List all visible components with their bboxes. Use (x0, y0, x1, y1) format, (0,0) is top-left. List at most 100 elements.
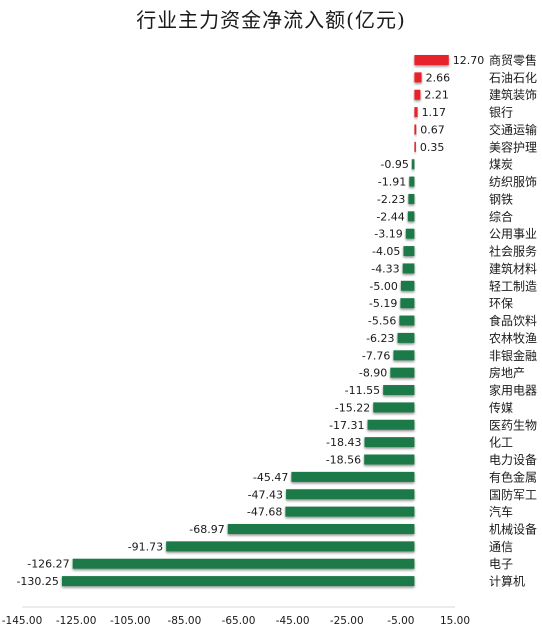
x-tick-label: -65.00 (222, 615, 256, 627)
bar-汽车 (285, 506, 415, 517)
category-label: 公用事业 (489, 227, 537, 241)
x-tick-label: 15.00 (440, 615, 470, 627)
value-label: -68.97 (189, 523, 224, 536)
category-label: 纺织服饰 (489, 175, 537, 189)
category-label: 商贸零售 (489, 53, 537, 68)
value-label: -0.95 (380, 158, 408, 171)
x-tick-label: -5.00 (387, 615, 414, 627)
bar-银行 (414, 107, 418, 118)
category-label: 化工 (489, 436, 513, 450)
category-label: 环保 (489, 297, 513, 311)
category-label: 石油石化 (489, 71, 537, 85)
bar-机械设备 (227, 523, 415, 534)
category-label: 有色金属 (489, 469, 537, 484)
bar-公用事业 (405, 228, 415, 239)
value-label: -4.33 (371, 262, 399, 275)
bar-石油石化 (414, 72, 422, 83)
category-label: 农林牧渔 (489, 331, 537, 345)
bar-建筑装饰 (414, 89, 421, 100)
value-label: 12.70 (453, 54, 485, 67)
category-label: 房地产 (489, 365, 525, 380)
bar-轻工制造 (400, 280, 415, 291)
x-tick-label: -125.00 (56, 615, 97, 627)
category-label: 国防军工 (489, 487, 537, 502)
bar-交通运输 (414, 124, 417, 135)
chart-title: 行业主力资金净流入额(亿元) (136, 8, 406, 32)
category-label: 综合 (489, 209, 513, 224)
bar-纺织服饰 (409, 176, 415, 187)
bar-通信 (166, 541, 415, 552)
bar-电力设备 (364, 454, 415, 465)
value-label: -130.25 (16, 575, 58, 588)
value-label: -126.27 (27, 558, 69, 571)
value-label: -5.19 (369, 297, 397, 310)
value-label: -4.05 (372, 245, 400, 258)
bar-房地产 (390, 367, 415, 378)
category-label: 非银金融 (489, 348, 537, 363)
x-tick-label: -145.00 (2, 615, 43, 627)
value-label: -3.19 (374, 228, 402, 241)
value-label: -47.43 (248, 488, 283, 501)
value-label: -1.91 (378, 176, 406, 189)
category-labels-layer: 商贸零售石油石化建筑装饰银行交通运输美容护理煤炭纺织服饰钢铁综合公用事业社会服务… (489, 53, 537, 589)
category-label: 电力设备 (489, 453, 537, 467)
bar-非银金融 (393, 350, 415, 361)
bar-建筑材料 (402, 263, 415, 274)
category-label: 计算机 (489, 574, 525, 589)
category-label: 医药生物 (489, 418, 537, 432)
category-label: 社会服务 (489, 244, 537, 259)
bar-国防军工 (286, 489, 415, 500)
value-label: -11.55 (345, 384, 380, 397)
value-label: -18.43 (326, 436, 361, 449)
bar-钢铁 (408, 193, 415, 204)
category-label: 电子 (489, 557, 513, 571)
bar-商贸零售 (414, 55, 449, 65)
value-label: -15.22 (335, 401, 370, 414)
value-label: -17.31 (329, 419, 364, 432)
category-label: 钢铁 (489, 192, 513, 206)
x-tick-label: -85.00 (167, 615, 201, 627)
value-label: -2.23 (377, 193, 405, 206)
value-label: -5.00 (369, 280, 397, 293)
category-label: 煤炭 (489, 158, 513, 172)
value-label: -45.47 (253, 471, 288, 484)
bar-社会服务 (403, 246, 415, 257)
category-label: 家用电器 (489, 383, 537, 398)
value-label: -91.73 (128, 540, 163, 553)
bars-layer (61, 55, 449, 587)
bar-有色金属 (291, 471, 415, 482)
bar-食品饮料 (399, 315, 415, 326)
x-tick-label: -45.00 (276, 615, 310, 627)
category-label: 美容护理 (489, 139, 537, 154)
category-label: 食品饮料 (489, 313, 537, 328)
value-label: 2.21 (424, 89, 449, 102)
value-label: 2.66 (426, 71, 451, 84)
x-axis-ticks: -145.00 -125.00 -105.00 -85.00 -65.00 -45.00 -… (2, 615, 470, 627)
bar-环保 (400, 298, 415, 309)
value-label: -7.76 (362, 349, 390, 362)
bar-传媒 (373, 402, 415, 413)
bar-美容护理 (414, 141, 416, 152)
value-label: -5.56 (368, 315, 396, 328)
category-label: 机械设备 (489, 521, 537, 536)
bar-家用电器 (383, 385, 415, 396)
category-label: 建筑材料 (489, 261, 537, 276)
bar-医药生物 (367, 419, 415, 430)
bar-计算机 (61, 576, 415, 587)
bar-电子 (72, 558, 415, 569)
bar-煤炭 (411, 159, 415, 170)
bar-综合 (407, 211, 415, 222)
value-label: 0.35 (420, 141, 445, 154)
category-label: 交通运输 (489, 122, 537, 137)
category-label: 传媒 (489, 400, 513, 415)
value-label: -18.56 (326, 454, 361, 467)
category-label: 汽车 (489, 504, 513, 519)
value-label: 0.67 (420, 123, 445, 136)
category-label: 建筑装饰 (489, 87, 537, 102)
x-tick-label: -105.00 (110, 615, 151, 627)
category-label: 轻工制造 (489, 279, 537, 293)
value-label: -8.90 (359, 367, 387, 380)
bar-农林牧渔 (397, 332, 415, 343)
value-label: 1.17 (422, 106, 447, 119)
